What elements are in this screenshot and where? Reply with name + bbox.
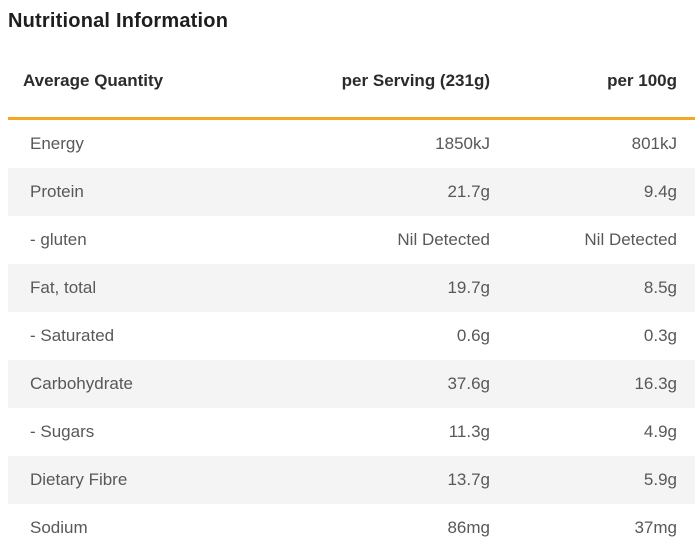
- per-serving-value: 0.6g: [282, 312, 490, 360]
- column-header-average-quantity: Average Quantity: [8, 58, 282, 119]
- row-label: Fat, total: [8, 264, 282, 312]
- row-label: - gluten: [8, 216, 282, 264]
- per-100g-value: 16.3g: [490, 360, 695, 408]
- per-serving-value: 11.3g: [282, 408, 490, 456]
- row-label: Protein: [8, 168, 282, 216]
- per-100g-value: 8.5g: [490, 264, 695, 312]
- row-label: - Saturated: [8, 312, 282, 360]
- per-100g-value: 0.3g: [490, 312, 695, 360]
- nutrition-table: Average Quantity per Serving (231g) per …: [8, 58, 695, 552]
- per-100g-value: Nil Detected: [490, 216, 695, 264]
- per-serving-value: 37.6g: [282, 360, 490, 408]
- page-title: Nutritional Information: [8, 8, 695, 34]
- per-100g-value: 37mg: [490, 504, 695, 552]
- per-serving-value: 13.7g: [282, 456, 490, 504]
- per-serving-value: 86mg: [282, 504, 490, 552]
- per-serving-value: 21.7g: [282, 168, 490, 216]
- column-header-per-serving: per Serving (231g): [282, 58, 490, 119]
- per-serving-value: Nil Detected: [282, 216, 490, 264]
- per-100g-value: 5.9g: [490, 456, 695, 504]
- table-header-row: Average Quantity per Serving (231g) per …: [8, 58, 695, 119]
- per-100g-value: 9.4g: [490, 168, 695, 216]
- per-serving-value: 19.7g: [282, 264, 490, 312]
- per-100g-value: 801kJ: [490, 119, 695, 169]
- row-label: - Sugars: [8, 408, 282, 456]
- row-label: Sodium: [8, 504, 282, 552]
- row-label: Carbohydrate: [8, 360, 282, 408]
- row-label: Dietary Fibre: [8, 456, 282, 504]
- column-header-per-100g: per 100g: [490, 58, 695, 119]
- per-serving-value: 1850kJ: [282, 119, 490, 169]
- per-100g-value: 4.9g: [490, 408, 695, 456]
- row-label: Energy: [8, 119, 282, 169]
